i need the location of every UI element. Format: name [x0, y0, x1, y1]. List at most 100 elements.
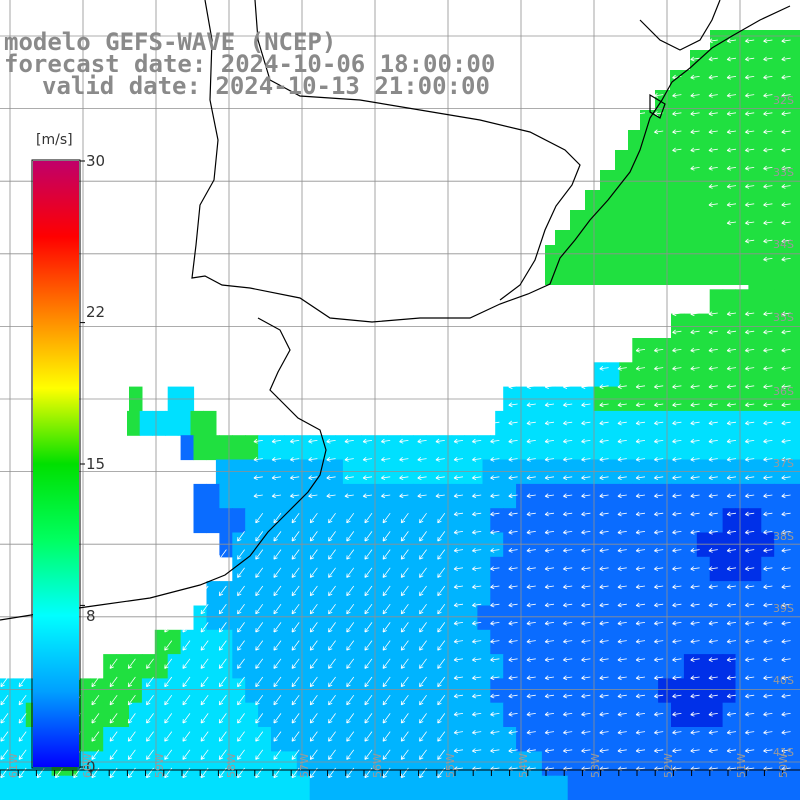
field-cell — [361, 581, 375, 606]
field-cell — [374, 678, 388, 704]
wind-arrow — [617, 693, 627, 699]
field-cell — [619, 362, 633, 388]
wind-arrow — [708, 529, 718, 535]
field-cell — [271, 581, 285, 606]
wind-arrow — [654, 657, 664, 662]
wind-arrow — [599, 638, 609, 644]
field-cell — [232, 508, 246, 534]
field-cell — [748, 556, 762, 582]
wind-arrow — [763, 475, 773, 480]
field-cell — [245, 702, 259, 728]
wind-arrow — [273, 749, 282, 760]
field-cell — [787, 775, 800, 800]
wind-arrow — [563, 475, 573, 480]
wind-arrow — [381, 384, 391, 389]
field-cell — [495, 410, 509, 436]
field-cell — [129, 654, 143, 679]
field-cell — [529, 605, 543, 631]
wind-arrow — [0, 694, 9, 706]
field-cell — [438, 629, 453, 655]
field-cell — [322, 727, 337, 752]
field-cell — [129, 775, 143, 800]
wind-arrow — [309, 585, 318, 597]
field-cell — [632, 751, 646, 777]
coastline-bay-shore — [254, 0, 581, 301]
wind-arrow — [490, 675, 500, 681]
field-cell — [580, 654, 595, 679]
wind-arrow — [0, 622, 9, 633]
field-cell — [606, 775, 620, 800]
field-cell — [348, 605, 362, 631]
wind-arrow — [308, 365, 318, 371]
field-cell — [258, 775, 272, 800]
wind-arrow — [763, 74, 773, 80]
wind-arrow — [308, 347, 318, 353]
field-cell — [206, 581, 220, 606]
field-cell — [787, 581, 800, 606]
field-cell — [400, 605, 414, 631]
wind-arrow — [763, 220, 773, 226]
wind-arrow — [672, 493, 682, 499]
field-cell — [645, 629, 659, 655]
wind-arrow — [255, 622, 264, 633]
wind-arrow — [164, 658, 173, 669]
field-cell — [464, 678, 478, 704]
wind-arrow — [182, 749, 191, 760]
field-cell — [412, 751, 427, 777]
wind-arrow — [453, 729, 464, 735]
wind-arrow — [453, 602, 464, 608]
title-valid-date: valid date: 2024-10-13 21:00:00 — [42, 72, 490, 100]
wind-arrow — [381, 456, 391, 462]
wind-arrow — [635, 347, 646, 353]
field-cell — [374, 532, 388, 558]
field-cell — [206, 435, 220, 461]
wind-arrow — [763, 92, 773, 98]
field-cell — [206, 678, 220, 704]
field-cell — [425, 702, 440, 728]
field-cell — [787, 702, 800, 728]
field-cell — [748, 581, 762, 606]
field-cell — [735, 289, 749, 315]
wind-arrow — [508, 475, 518, 480]
field-cell — [309, 605, 324, 631]
wind-arrow — [563, 493, 573, 499]
wind-arrow — [308, 493, 318, 499]
wind-arrow — [127, 640, 136, 651]
field-cell — [645, 751, 659, 777]
wind-arrow — [437, 676, 446, 688]
field-cell — [554, 751, 569, 777]
field-cell — [232, 702, 246, 728]
wind-arrow — [218, 603, 227, 615]
wind-arrow — [290, 329, 300, 335]
field-cell — [580, 532, 595, 558]
wind-arrow — [635, 438, 646, 444]
field-cell — [374, 435, 388, 461]
field-cell — [580, 727, 595, 752]
field-cell — [516, 556, 530, 582]
wind-arrow — [419, 694, 427, 706]
field-cell — [464, 751, 478, 777]
wind-arrow — [763, 129, 773, 135]
field-cell — [787, 289, 800, 315]
wind-arrow — [328, 658, 336, 669]
wind-arrow — [399, 365, 409, 371]
field-cell — [490, 629, 504, 655]
wind-arrow — [781, 347, 791, 353]
field-cell — [529, 678, 543, 704]
wind-arrow — [654, 511, 664, 517]
wind-arrow — [672, 438, 682, 444]
wind-arrow — [437, 731, 446, 742]
field-cell — [529, 581, 543, 606]
field-cell — [671, 362, 685, 388]
field-cell — [245, 775, 259, 800]
field-cell — [619, 751, 633, 777]
wind-arrow — [781, 693, 791, 699]
field-cell — [722, 727, 737, 752]
wind-arrow — [237, 749, 245, 760]
field-cell — [361, 654, 375, 679]
wind-arrow — [563, 748, 573, 753]
field-cell — [696, 629, 711, 655]
wind-arrow — [617, 74, 627, 80]
field-cell — [425, 654, 440, 679]
wind-arrow — [781, 711, 791, 717]
